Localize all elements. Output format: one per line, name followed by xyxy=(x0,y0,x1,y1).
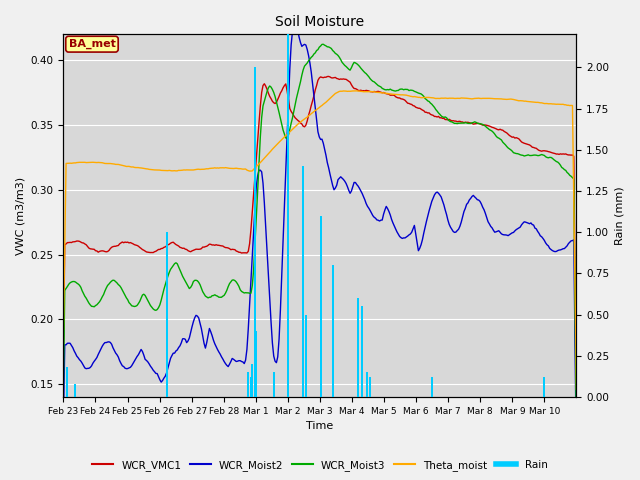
Title: Soil Moisture: Soil Moisture xyxy=(275,15,365,29)
Text: BA_met: BA_met xyxy=(68,39,115,49)
Bar xyxy=(255,331,257,397)
Bar xyxy=(254,67,256,397)
Bar xyxy=(431,377,433,397)
Bar xyxy=(252,364,253,397)
Bar xyxy=(319,216,322,397)
Bar xyxy=(287,35,289,397)
Bar xyxy=(74,384,76,397)
Bar xyxy=(367,372,369,397)
Bar xyxy=(273,372,275,397)
Bar xyxy=(166,232,168,397)
Bar xyxy=(305,315,307,397)
Y-axis label: VWC (m3/m3): VWC (m3/m3) xyxy=(15,177,25,255)
Bar xyxy=(332,265,333,397)
Bar xyxy=(250,377,252,397)
Bar xyxy=(247,372,249,397)
Y-axis label: Rain (mm): Rain (mm) xyxy=(615,186,625,245)
Bar xyxy=(67,367,68,397)
Bar xyxy=(369,377,371,397)
Bar xyxy=(357,298,359,397)
Legend: WCR_VMC1, WCR_Moist2, WCR_Moist3, Theta_moist, Rain: WCR_VMC1, WCR_Moist2, WCR_Moist3, Theta_… xyxy=(88,456,552,475)
Bar xyxy=(302,166,304,397)
X-axis label: Time: Time xyxy=(307,421,333,432)
Bar xyxy=(543,377,545,397)
Bar xyxy=(361,306,363,397)
